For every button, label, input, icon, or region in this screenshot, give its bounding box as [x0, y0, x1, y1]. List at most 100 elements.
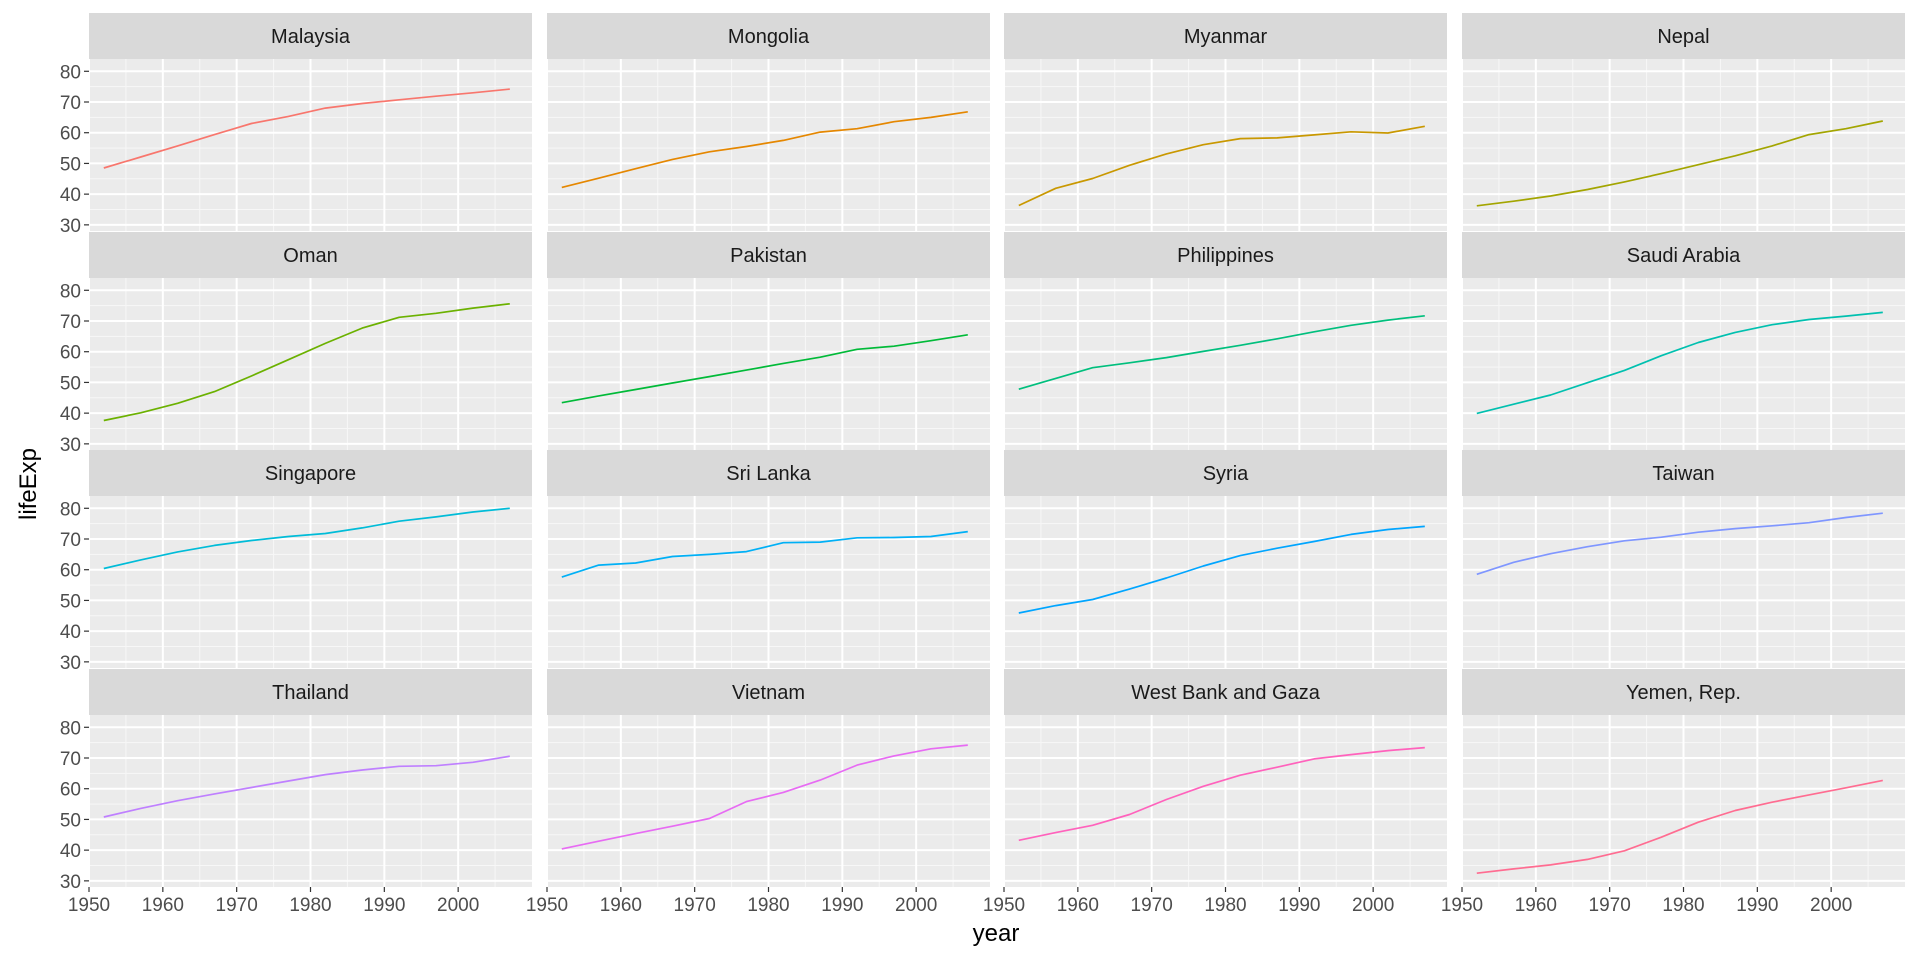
x-tick-label: 2000 — [437, 895, 479, 916]
x-tick-label: 1950 — [526, 895, 568, 916]
x-tick-label: 1990 — [363, 895, 405, 916]
facet-strip — [1462, 232, 1905, 278]
y-axis-row-4: 30 40 50 60 70 80 — [60, 718, 89, 893]
series-line-philippines — [1018, 314, 1425, 391]
y-tick-label: 50 — [60, 810, 81, 831]
panel-philippines: Philippines — [1003, 232, 1447, 450]
facet-strip — [1004, 232, 1447, 278]
facet-strip-label: Sri Lanka — [726, 463, 811, 485]
series-line-syria — [1018, 525, 1425, 614]
y-tick-label: 40 — [60, 841, 81, 862]
gridlines — [1003, 59, 1447, 231]
x-tick-label: 1980 — [747, 895, 789, 916]
series-line-nepal — [1476, 120, 1883, 207]
gridlines — [88, 59, 532, 231]
x-tick-label: 1990 — [1736, 895, 1778, 916]
y-axis-title: lifeExp — [15, 448, 42, 520]
facet-strip-label: Philippines — [1177, 245, 1274, 267]
y-tick-label: 80 — [60, 499, 81, 520]
panel-sri-lanka: Sri Lanka — [546, 450, 990, 668]
facet-strip-label: Nepal — [1657, 26, 1709, 48]
facet-strip — [547, 669, 990, 715]
series-line-myanmar — [1018, 125, 1425, 207]
x-tick-label: 1960 — [142, 895, 184, 916]
y-axis-row-2: 30 40 50 60 70 80 — [60, 281, 89, 456]
y-tick-label: 60 — [60, 561, 81, 582]
series-line-sri-lanka — [561, 530, 968, 578]
panel-malaysia: Malaysia — [88, 13, 532, 231]
x-tick-label: 1960 — [1057, 895, 1099, 916]
series-line-mongolia — [561, 110, 968, 189]
y-tick-label: 50 — [60, 373, 81, 394]
y-tick-label: 80 — [60, 62, 81, 83]
facet-strip — [1004, 13, 1447, 59]
y-tick-label: 80 — [60, 718, 81, 739]
x-tick-label: 2000 — [895, 895, 937, 916]
series-line-vietnam — [561, 744, 968, 850]
series-line-saudi-arabia — [1476, 311, 1883, 415]
x-axis-col-2: 1950 1960 1970 1980 1990 2000 — [526, 887, 937, 916]
facet-strip — [89, 450, 532, 496]
y-axis-row-3: 30 40 50 60 70 80 — [60, 499, 89, 674]
facet-strip — [547, 232, 990, 278]
panel-singapore: Singapore — [88, 450, 532, 668]
x-tick-label: 1950 — [983, 895, 1025, 916]
panel-vietnam: Vietnam — [546, 669, 990, 887]
facet-strip-label: Syria — [1203, 463, 1249, 485]
gridlines — [88, 496, 532, 668]
facet-strip-label: Thailand — [272, 682, 349, 704]
x-tick-label: 1970 — [1131, 895, 1173, 916]
facet-strip — [1004, 450, 1447, 496]
x-tick-label: 1960 — [600, 895, 642, 916]
facet-strip-label: Singapore — [265, 463, 356, 485]
series-line-pakistan — [561, 333, 968, 404]
y-tick-label: 70 — [60, 530, 81, 551]
x-tick-label: 1950 — [1441, 895, 1483, 916]
gridlines — [546, 496, 990, 668]
x-tick-label: 1970 — [1589, 895, 1631, 916]
facet-strip — [89, 232, 532, 278]
x-tick-label: 1990 — [821, 895, 863, 916]
y-tick-label: 50 — [60, 591, 81, 612]
x-tick-label: 1950 — [68, 895, 110, 916]
facet-strip-label: West Bank and Gaza — [1131, 682, 1321, 704]
y-tick-label: 30 — [60, 653, 81, 674]
facet-strip-label: Saudi Arabia — [1627, 245, 1741, 267]
facet-strip-label: Mongolia — [728, 26, 810, 48]
y-tick-label: 70 — [60, 312, 81, 333]
facet-strip — [547, 13, 990, 59]
x-axis-col-3: 1950 1960 1970 1980 1990 2000 — [983, 887, 1394, 916]
panel-oman: Oman — [88, 232, 532, 450]
panel-thailand: Thailand — [88, 669, 532, 887]
panel-pakistan: Pakistan — [546, 232, 990, 450]
gridlines — [1461, 715, 1905, 887]
facet-strip-label: Yemen, Rep. — [1626, 682, 1741, 704]
series-line-thailand — [103, 755, 510, 818]
y-tick-label: 70 — [60, 93, 81, 114]
facet-strip — [89, 13, 532, 59]
facet-strip-label: Malaysia — [271, 26, 351, 48]
facet-strip-label: Oman — [283, 245, 337, 267]
gridlines — [88, 278, 532, 450]
gridlines — [1461, 59, 1905, 231]
series-line-singapore — [103, 507, 510, 570]
y-tick-label: 40 — [60, 404, 81, 425]
panel-saudi-arabia: Saudi Arabia — [1461, 232, 1905, 450]
y-tick-label: 60 — [60, 124, 81, 145]
panel-myanmar: Myanmar — [1003, 13, 1447, 231]
facet-strip — [547, 450, 990, 496]
gridlines — [546, 715, 990, 887]
y-axis-row-1: 30 40 50 60 70 80 — [60, 62, 89, 237]
facet-strip — [1462, 13, 1905, 59]
x-tick-label: 1980 — [1662, 895, 1704, 916]
gridlines — [1003, 715, 1447, 887]
series-line-malaysia — [103, 88, 510, 169]
facet-strip-label: Taiwan — [1652, 463, 1714, 485]
panel-taiwan: Taiwan — [1461, 450, 1905, 668]
y-tick-label: 40 — [60, 185, 81, 206]
series-line-oman — [103, 302, 510, 422]
x-tick-label: 1970 — [216, 895, 258, 916]
gridlines — [88, 715, 532, 887]
x-tick-label: 1960 — [1515, 895, 1557, 916]
